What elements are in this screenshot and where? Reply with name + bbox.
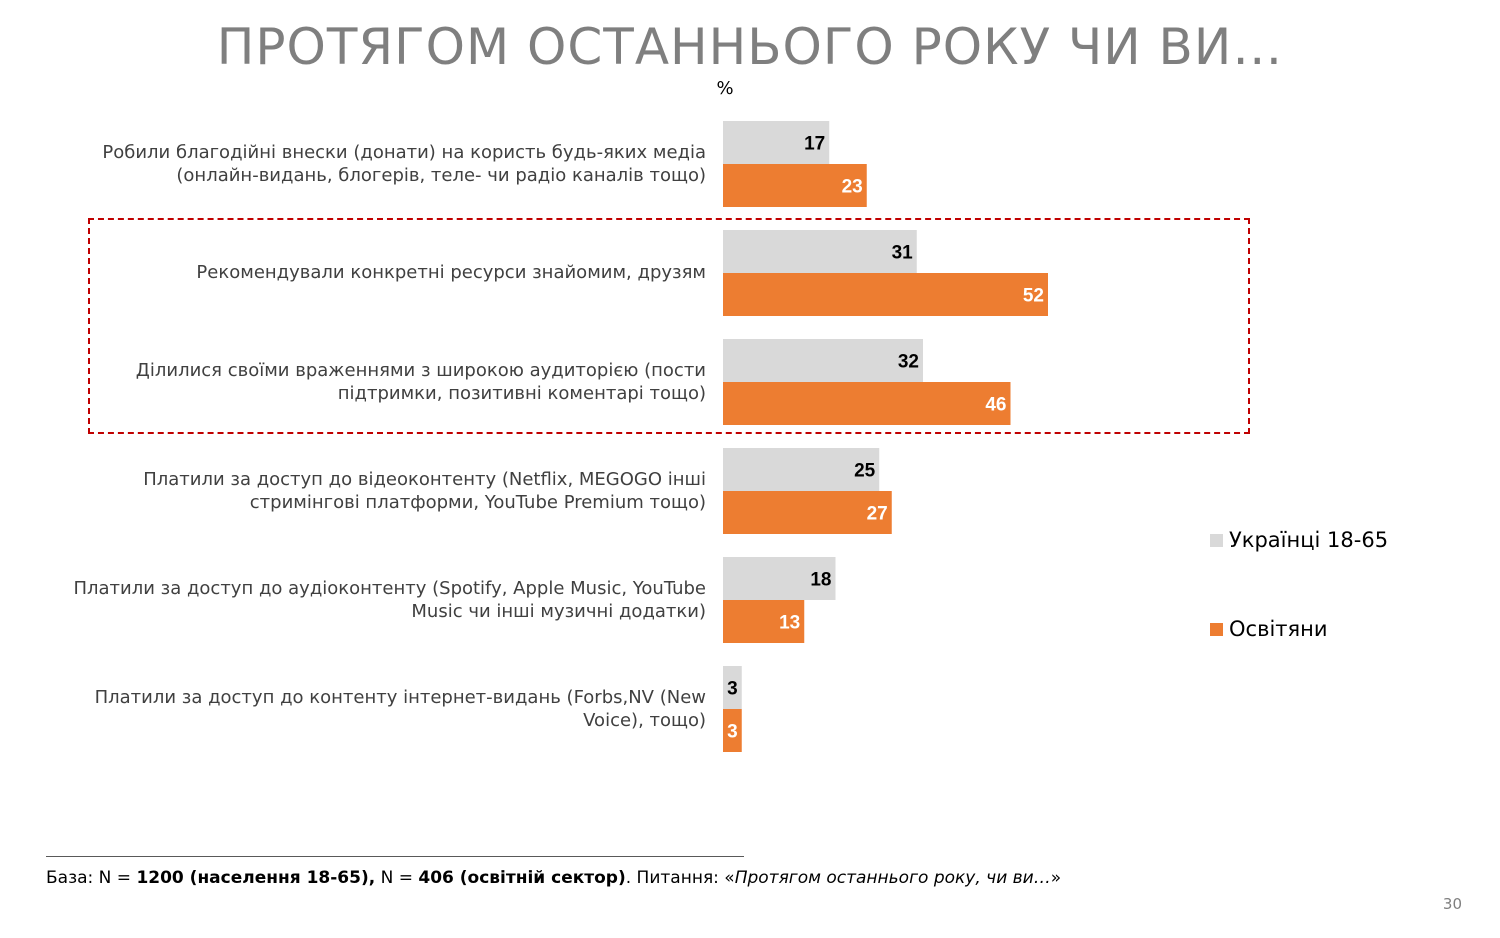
category-label-audio: Платили за доступ до аудіоконтенту (Spot…	[40, 577, 706, 623]
bar-value-label: 52	[1023, 286, 1044, 307]
legend-swatch-gray	[1210, 533, 1223, 547]
highlight-frame	[88, 218, 1250, 434]
chart-title: ПРОТЯГОМ ОСТАННЬОГО РОКУ ЧИ ВИ…	[216, 18, 1284, 76]
category-label-line: Рекомендували конкретні ресурси знайомим…	[196, 262, 706, 283]
category-label-line: Платили за доступ до відеоконтенту (Netf…	[143, 469, 706, 490]
category-label-recommended: Рекомендували конкретні ресурси знайомим…	[40, 261, 706, 284]
bar-value-label: 25	[854, 461, 876, 482]
bar-value-label: 17	[804, 134, 825, 155]
legend-swatch-orange	[1210, 622, 1223, 636]
legend-item-ukrainians: Українці 18-65	[1210, 528, 1388, 552]
footer-base-n1: 1200 (населення 18-65),	[136, 868, 376, 888]
legend-item-educators: Освітяни	[1210, 617, 1328, 641]
bar-value-label: 31	[892, 243, 914, 264]
bar-value-label: 46	[985, 395, 1006, 416]
legend-label: Освітяни	[1229, 617, 1328, 641]
bar-value-label: 23	[842, 177, 863, 198]
bar-value-label: 13	[779, 613, 800, 634]
bar-value-label: 32	[898, 352, 919, 373]
bar-value-label: 27	[867, 504, 888, 525]
bar-educators	[723, 600, 805, 643]
footer-question-prefix: . Питання: «	[625, 868, 735, 888]
bar-ukrainians	[723, 339, 923, 382]
category-label-shared: Ділилися своїми враженнями з широкою ауд…	[40, 359, 706, 405]
bar-ukrainians	[723, 666, 742, 709]
bar-educators	[723, 709, 742, 752]
footer-note: База: N = 1200 (населення 18-65), N = 40…	[46, 868, 1061, 888]
category-label-line: Music чи інші музичні додатки)	[411, 601, 706, 622]
unit-label: %	[716, 78, 734, 99]
bar-educators	[723, 491, 892, 534]
category-label-line: підтримки, позитивні коментарі тощо)	[337, 383, 706, 404]
bar-ukrainians	[723, 448, 880, 491]
bar-ukrainians	[723, 230, 917, 273]
category-label-line: Ділилися своїми враженнями з широкою ауд…	[135, 360, 706, 381]
bar-educators	[723, 273, 1048, 316]
category-label-internet-media: Платили за доступ до контенту інтернет-в…	[40, 686, 706, 732]
footer-mid: N =	[375, 868, 419, 888]
bar-value-label: 18	[810, 570, 831, 591]
category-label-donations: Робили благодійні внески (донати) на кор…	[40, 141, 706, 187]
category-label-line: Платили за доступ до контенту інтернет-в…	[94, 687, 706, 708]
bar-ukrainians	[723, 121, 830, 164]
footer-question: Протягом останнього року, чи ви…	[734, 868, 1051, 888]
bar-educators	[723, 164, 867, 207]
category-label-line: Voice), тощо)	[583, 710, 706, 731]
category-label-line: Робили благодійні внески (донати) на кор…	[102, 142, 706, 163]
legend-label: Українці 18-65	[1229, 528, 1389, 552]
category-label-line: стримінгові платформи, YouTube Premium т…	[249, 492, 706, 513]
bar-educators	[723, 382, 1011, 425]
category-label-video: Платили за доступ до відеоконтенту (Netf…	[40, 468, 706, 514]
category-label-line: (онлайн-видань, блогерів, теле- чи радіо…	[176, 165, 706, 186]
bar-ukrainians	[723, 557, 836, 600]
bar-value-label: 3	[727, 722, 738, 743]
bar-value-label: 3	[727, 679, 738, 700]
footer-question-suffix: »	[1050, 868, 1062, 888]
footer-divider	[46, 856, 744, 857]
footer-base-prefix: База: N =	[46, 868, 137, 888]
page-number: 30	[1442, 895, 1462, 913]
category-label-line: Платили за доступ до аудіоконтенту (Spot…	[73, 578, 706, 599]
footer-base-n2: 406 (освітній сектор)	[418, 868, 626, 888]
